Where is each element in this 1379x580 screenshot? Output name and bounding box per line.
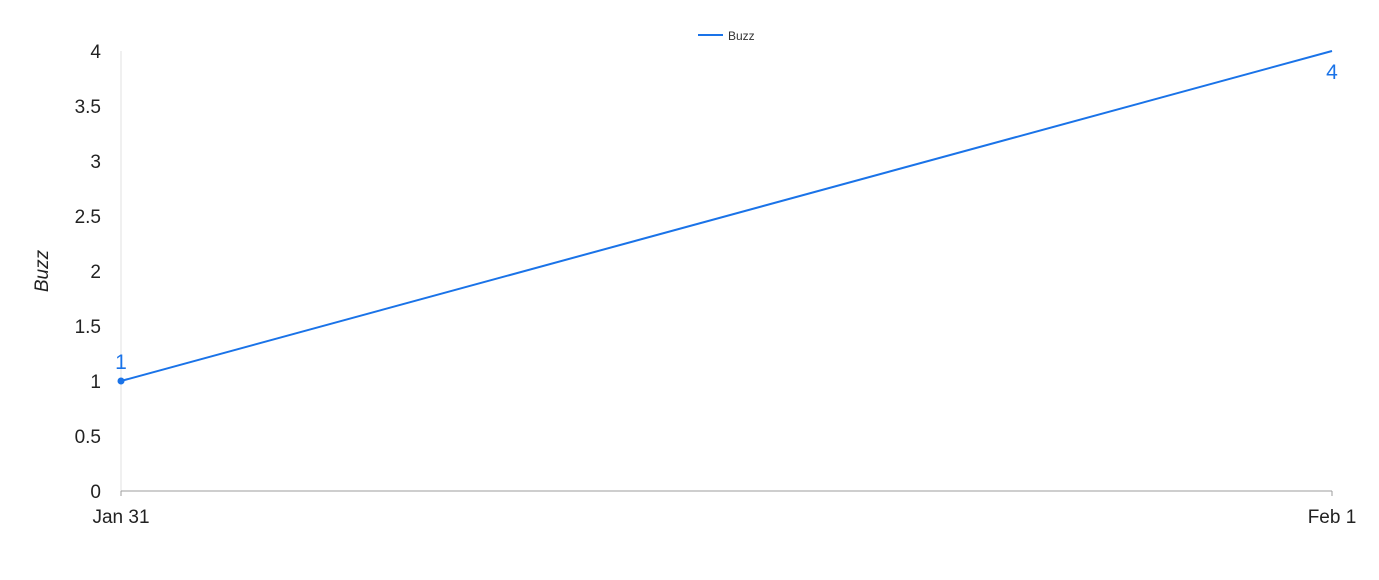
y-tick-label: 2.5 — [75, 207, 101, 228]
y-tick-label: 3 — [90, 152, 101, 173]
x-tick-label: Feb 1 — [1308, 507, 1357, 528]
y-tick-label: 3.5 — [75, 97, 101, 118]
series-line-buzz[interactable] — [120, 50, 1333, 382]
y-tick-label: 0.5 — [75, 427, 101, 448]
x-tick-label: Jan 31 — [92, 507, 149, 528]
y-tick-label: 0 — [90, 482, 101, 503]
y-tick-label: 4 — [90, 42, 101, 63]
y-axis-title: Buzz — [32, 249, 53, 292]
y-tick-label: 1.5 — [75, 317, 101, 338]
axes — [120, 51, 1333, 496]
y-tick-labels: 0 0.5 1 1.5 2 2.5 3 3.5 4 — [75, 42, 102, 503]
series — [117, 50, 1333, 385]
y-tick-label: 1 — [90, 372, 101, 393]
data-point[interactable] — [117, 377, 125, 385]
data-labels: 14 — [115, 61, 1338, 374]
data-label: 4 — [1326, 61, 1338, 84]
legend[interactable]: Buzz — [698, 29, 755, 43]
x-tick-labels: Jan 31 Feb 1 — [92, 507, 1356, 528]
y-tick-label: 2 — [90, 262, 101, 283]
data-label: 1 — [115, 351, 127, 374]
legend-label-buzz: Buzz — [728, 29, 755, 43]
